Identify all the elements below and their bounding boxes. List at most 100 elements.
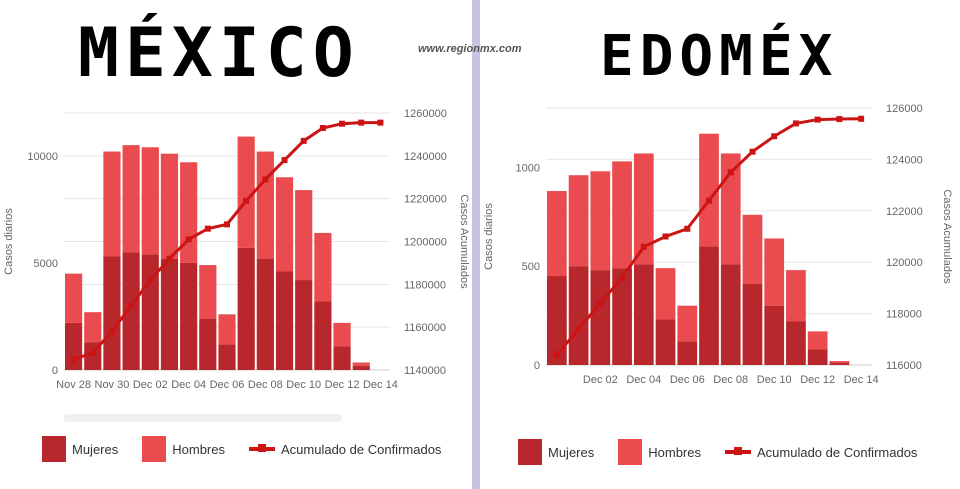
legend-label-mujeres: Mujeres	[72, 441, 119, 457]
legend-item-mujeres[interactable]: Mujeres	[42, 436, 118, 462]
bar-hombres	[352, 362, 370, 366]
x-tick-label: Dec 02	[133, 379, 168, 391]
acumulado-point	[814, 116, 821, 123]
bar-mujeres	[547, 276, 567, 365]
bar-hombres	[160, 153, 179, 259]
bar-mujeres	[256, 258, 274, 370]
acumulado-point	[89, 349, 96, 356]
legend-label-acumulado: Acumulado de Confirmados	[281, 441, 442, 457]
bar-hombres	[65, 273, 83, 323]
edomex-title: EDOMÉX	[600, 24, 839, 89]
y2-tick-label: 118000	[886, 309, 922, 321]
bar-hombres	[742, 214, 763, 284]
bar-mujeres	[807, 349, 828, 365]
legend-item-acumulado[interactable]: Acumulado de Confirmados	[725, 445, 917, 460]
bar-mujeres	[160, 258, 179, 370]
bar-mujeres	[314, 301, 332, 370]
y2-tick-label: 1200000	[404, 237, 447, 249]
y-axis-title: Casos diarios	[3, 208, 15, 275]
y-tick-label: 500	[522, 261, 540, 273]
y-tick-label: 1000	[516, 162, 540, 174]
panel-divider	[472, 0, 480, 489]
y2-tick-label: 1180000	[404, 279, 446, 291]
bar-hombres	[633, 153, 654, 265]
acumulado-point	[319, 124, 326, 131]
x-tick-label: Dec 04	[171, 379, 206, 391]
acumulado-point	[575, 326, 582, 333]
y-axis-title: Casos diarios	[483, 203, 495, 270]
bar-mujeres	[275, 271, 294, 370]
bar-mujeres	[237, 247, 255, 370]
chart-scrollbar[interactable]	[64, 414, 342, 422]
acumulado-point	[262, 176, 269, 183]
bar-mujeres	[295, 280, 313, 370]
bar-mujeres	[633, 264, 654, 365]
bar-mujeres	[352, 365, 370, 370]
bar-mujeres	[568, 266, 589, 365]
bar-hombres	[677, 305, 698, 342]
bar-hombres	[180, 162, 198, 263]
bar-mujeres	[180, 262, 198, 370]
acumulado-point	[619, 274, 626, 281]
acumulado-point	[836, 116, 843, 123]
mujeres-swatch	[518, 439, 542, 465]
legend-item-acumulado[interactable]: Acumulado de Confirmados	[249, 442, 441, 457]
mexico-title: MÉXICO	[78, 14, 360, 93]
legend-item-hombres[interactable]: Hombres	[142, 436, 225, 462]
bar-mujeres	[103, 256, 121, 370]
acumulado-point	[858, 115, 865, 122]
acumulado-point	[377, 119, 384, 126]
bar-mujeres	[829, 363, 850, 365]
y-tick-label: 0	[534, 360, 540, 372]
bar-mujeres	[655, 319, 676, 365]
acumulado-point	[339, 120, 346, 127]
bar-mujeres	[764, 305, 785, 365]
acumulado-point	[597, 300, 604, 307]
bar-hombres	[314, 232, 332, 302]
bar-mujeres	[699, 246, 719, 365]
bar-hombres	[547, 191, 567, 277]
bar-hombres	[256, 151, 274, 259]
acumulado-point	[243, 197, 250, 204]
legend-item-mujeres[interactable]: Mujeres	[518, 439, 594, 465]
acumulado-point	[147, 277, 154, 284]
y2-tick-label: 1260000	[404, 108, 447, 120]
y2-tick-label: 122000	[886, 206, 923, 218]
x-tick-label: Dec 10	[286, 379, 321, 391]
y2-tick-label: 120000	[886, 257, 923, 269]
watermark-text: www.regionmx.com	[418, 43, 522, 55]
x-tick-label: Dec 14	[844, 374, 879, 386]
edomex-legend: Mujeres Hombres Acumulado de Confirmados	[518, 439, 941, 465]
bar-mujeres	[65, 322, 83, 370]
acumulado-point	[771, 133, 778, 140]
bar-mujeres	[786, 321, 806, 365]
x-tick-label: Nov 30	[95, 379, 130, 391]
x-tick-label: Dec 08	[248, 379, 283, 391]
bar-hombres	[807, 331, 828, 350]
bar-hombres	[590, 171, 611, 271]
mexico-legend: Mujeres Hombres Acumulado de Confirmados	[42, 436, 465, 462]
acumulado-point	[70, 356, 77, 363]
acumulado-point	[358, 119, 365, 126]
y2-tick-label: 116000	[886, 360, 922, 372]
acumulado-point	[727, 169, 734, 176]
bar-hombres	[84, 312, 102, 343]
mexico-chart: 0 5000 10000 1140000 1160000 1180000 1200000 12…	[3, 108, 470, 391]
bar-hombres	[237, 136, 255, 248]
bar-hombres	[333, 322, 351, 347]
y2-axis-title: Casos Acumulados	[941, 189, 953, 284]
bar-hombres	[699, 133, 719, 247]
bar-hombres	[786, 270, 806, 322]
legend-label-mujeres: Mujeres	[548, 444, 595, 460]
legend-item-hombres[interactable]: Hombres	[618, 439, 701, 465]
bar-mujeres	[333, 346, 351, 370]
bar-mujeres	[742, 283, 763, 365]
x-tick-label: Dec 06	[670, 374, 705, 386]
acumulado-point	[224, 221, 230, 228]
y2-tick-label: 126000	[886, 103, 923, 115]
x-tick-label: Dec 12	[325, 379, 360, 391]
acumulado-point	[128, 302, 135, 309]
acumulado-point	[553, 351, 560, 358]
y-tick-label: 10000	[27, 151, 58, 163]
